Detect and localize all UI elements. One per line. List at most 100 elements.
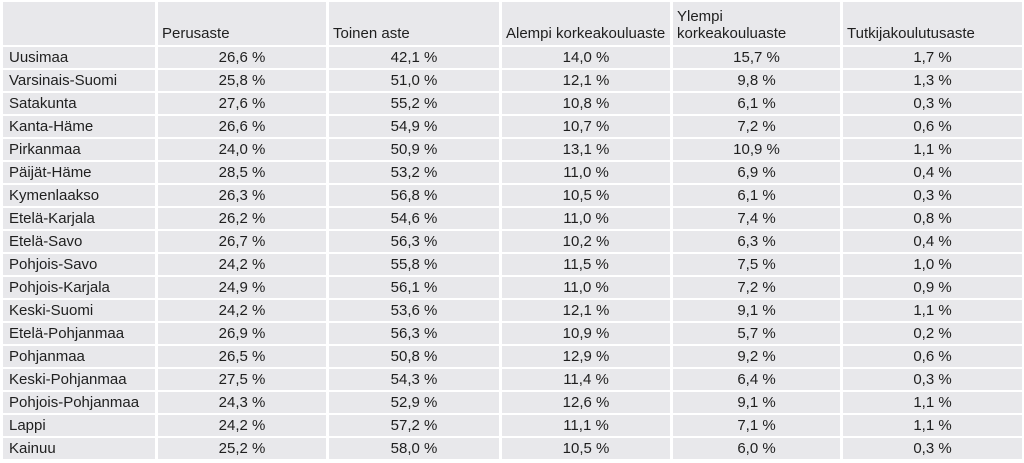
- percentage-cell: 53,2 %: [329, 162, 499, 183]
- percentage-cell: 0,4 %: [843, 162, 1022, 183]
- region-name-cell: Kanta-Häme: [3, 116, 155, 137]
- table-row: Pohjois-Savo 24,2 % 55,8 % 11,5 % 7,5 % 1,0 %: [3, 254, 1022, 275]
- percentage-cell: 26,5 %: [158, 346, 326, 367]
- percentage-cell: 0,3 %: [843, 93, 1022, 114]
- column-header: Tutkijakoulutusaste: [843, 2, 1022, 45]
- region-name-cell: Etelä-Savo: [3, 231, 155, 252]
- percentage-cell: 0,6 %: [843, 346, 1022, 367]
- percentage-cell: 11,0 %: [502, 277, 670, 298]
- percentage-cell: 28,5 %: [158, 162, 326, 183]
- percentage-cell: 58,0 %: [329, 438, 499, 459]
- percentage-cell: 6,1 %: [673, 185, 840, 206]
- percentage-cell: 1,3 %: [843, 70, 1022, 91]
- percentage-cell: 54,9 %: [329, 116, 499, 137]
- percentage-cell: 11,0 %: [502, 208, 670, 229]
- percentage-cell: 12,6 %: [502, 392, 670, 413]
- percentage-cell: 6,0 %: [673, 438, 840, 459]
- percentage-cell: 24,2 %: [158, 300, 326, 321]
- percentage-cell: 9,8 %: [673, 70, 840, 91]
- percentage-cell: 0,4 %: [843, 231, 1022, 252]
- percentage-cell: 1,7 %: [843, 47, 1022, 68]
- column-header: Toinen aste: [329, 2, 499, 45]
- percentage-cell: 9,1 %: [673, 300, 840, 321]
- percentage-cell: 56,3 %: [329, 323, 499, 344]
- percentage-cell: 9,2 %: [673, 346, 840, 367]
- table-row: Pohjanmaa 26,5 % 50,8 % 12,9 % 9,2 % 0,6 %: [3, 346, 1022, 367]
- table-row: Etelä-Pohjanmaa 26,9 % 56,3 % 10,9 % 5,7 % 0,…: [3, 323, 1022, 344]
- percentage-cell: 0,2 %: [843, 323, 1022, 344]
- percentage-cell: 11,0 %: [502, 162, 670, 183]
- percentage-cell: 6,9 %: [673, 162, 840, 183]
- percentage-cell: 24,3 %: [158, 392, 326, 413]
- table-row: Etelä-Karjala 26,2 % 54,6 % 11,0 % 7,4 % 0,8 …: [3, 208, 1022, 229]
- table-row: Satakunta 27,6 % 55,2 % 10,8 % 6,1 % 0,3 %: [3, 93, 1022, 114]
- percentage-cell: 25,2 %: [158, 438, 326, 459]
- column-header: Perusaste: [158, 2, 326, 45]
- percentage-cell: 54,3 %: [329, 369, 499, 390]
- percentage-cell: 7,4 %: [673, 208, 840, 229]
- percentage-cell: 24,9 %: [158, 277, 326, 298]
- percentage-cell: 24,2 %: [158, 254, 326, 275]
- region-name-cell: Keski-Pohjanmaa: [3, 369, 155, 390]
- percentage-cell: 57,2 %: [329, 415, 499, 436]
- percentage-cell: 7,1 %: [673, 415, 840, 436]
- percentage-cell: 14,0 %: [502, 47, 670, 68]
- percentage-cell: 27,5 %: [158, 369, 326, 390]
- percentage-cell: 0,3 %: [843, 369, 1022, 390]
- header-row: Perusaste Toinen aste Alempi korkeakouluas…: [3, 2, 1022, 45]
- region-name-cell: Keski-Suomi: [3, 300, 155, 321]
- table-row: Lappi 24,2 % 57,2 % 11,1 % 7,1 % 1,1 %: [3, 415, 1022, 436]
- region-name-cell: Pohjois-Savo: [3, 254, 155, 275]
- region-name-cell: Etelä-Karjala: [3, 208, 155, 229]
- percentage-cell: 1,1 %: [843, 415, 1022, 436]
- percentage-cell: 12,9 %: [502, 346, 670, 367]
- percentage-cell: 11,4 %: [502, 369, 670, 390]
- percentage-cell: 11,1 %: [502, 415, 670, 436]
- percentage-cell: 50,8 %: [329, 346, 499, 367]
- table-row: Päijät-Häme 28,5 % 53,2 % 11,0 % 6,9 % 0,4 %: [3, 162, 1022, 183]
- region-name-cell: Pohjanmaa: [3, 346, 155, 367]
- percentage-cell: 26,3 %: [158, 185, 326, 206]
- percentage-cell: 1,1 %: [843, 300, 1022, 321]
- percentage-cell: 1,1 %: [843, 392, 1022, 413]
- region-name-cell: Lappi: [3, 415, 155, 436]
- percentage-cell: 11,5 %: [502, 254, 670, 275]
- percentage-cell: 25,8 %: [158, 70, 326, 91]
- percentage-cell: 26,9 %: [158, 323, 326, 344]
- percentage-cell: 1,1 %: [843, 139, 1022, 160]
- table-row: Keski-Pohjanmaa 27,5 % 54,3 % 11,4 % 6,4 % 0,…: [3, 369, 1022, 390]
- percentage-cell: 56,3 %: [329, 231, 499, 252]
- percentage-cell: 42,1 %: [329, 47, 499, 68]
- percentage-cell: 10,2 %: [502, 231, 670, 252]
- percentage-cell: 0,6 %: [843, 116, 1022, 137]
- percentage-cell: 12,1 %: [502, 70, 670, 91]
- percentage-cell: 26,6 %: [158, 116, 326, 137]
- table-row: Etelä-Savo 26,7 % 56,3 % 10,2 % 6,3 % 0,4 %: [3, 231, 1022, 252]
- percentage-cell: 6,4 %: [673, 369, 840, 390]
- percentage-cell: 55,2 %: [329, 93, 499, 114]
- percentage-cell: 55,8 %: [329, 254, 499, 275]
- column-header: Alempi korkeakouluaste: [502, 2, 670, 45]
- percentage-cell: 0,3 %: [843, 185, 1022, 206]
- region-name-cell: Päijät-Häme: [3, 162, 155, 183]
- percentage-cell: 6,3 %: [673, 231, 840, 252]
- region-name-cell: Pohjois-Karjala: [3, 277, 155, 298]
- percentage-cell: 50,9 %: [329, 139, 499, 160]
- percentage-cell: 10,7 %: [502, 116, 670, 137]
- region-name-cell: Etelä-Pohjanmaa: [3, 323, 155, 344]
- table-row: Uusimaa 26,6 % 42,1 % 14,0 % 15,7 % 1,7 %: [3, 47, 1022, 68]
- table-row: Pirkanmaa 24,0 % 50,9 % 13,1 % 10,9 % 1,1 %: [3, 139, 1022, 160]
- percentage-cell: 15,7 %: [673, 47, 840, 68]
- percentage-cell: 5,7 %: [673, 323, 840, 344]
- percentage-cell: 0,3 %: [843, 438, 1022, 459]
- percentage-cell: 13,1 %: [502, 139, 670, 160]
- region-name-cell: Satakunta: [3, 93, 155, 114]
- percentage-cell: 10,9 %: [502, 323, 670, 344]
- percentage-cell: 54,6 %: [329, 208, 499, 229]
- percentage-cell: 9,1 %: [673, 392, 840, 413]
- percentage-cell: 24,2 %: [158, 415, 326, 436]
- percentage-cell: 26,6 %: [158, 47, 326, 68]
- percentage-cell: 52,9 %: [329, 392, 499, 413]
- percentage-cell: 0,9 %: [843, 277, 1022, 298]
